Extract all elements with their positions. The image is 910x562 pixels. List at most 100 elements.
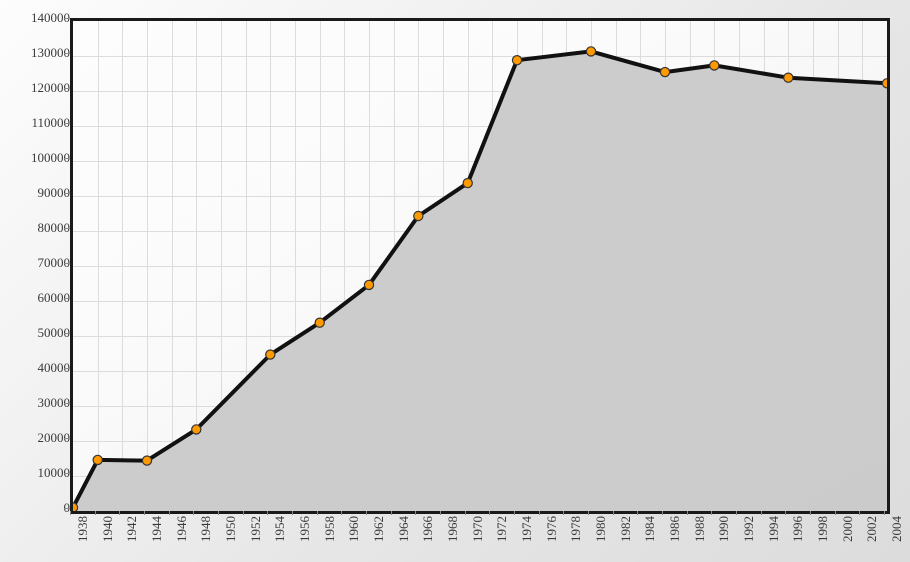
x-axis-tick-label: 2000 — [839, 516, 855, 542]
data-point-marker[interactable] — [265, 349, 276, 360]
x-axis-tick-label: 1996 — [790, 516, 806, 542]
x-axis-tick-label: 1956 — [297, 516, 312, 542]
gridline-horizontal — [73, 56, 887, 57]
y-axis-tick-label: 60000 — [37, 290, 71, 305]
x-axis-tick-label: 1968 — [445, 516, 460, 542]
x-axis-tick-label: 1970 — [469, 516, 485, 542]
gridline-vertical — [196, 21, 197, 511]
y-axis-tick-mark — [64, 368, 69, 369]
data-point-marker[interactable] — [462, 177, 473, 189]
gridline-vertical — [246, 21, 247, 511]
gridline-vertical — [172, 21, 173, 511]
y-axis-tick-mark — [64, 263, 69, 264]
data-point-marker[interactable] — [881, 78, 887, 89]
y-axis-tick-label: 20000 — [37, 430, 71, 445]
x-axis-tick-label: 1938 — [75, 516, 90, 542]
gridline-vertical — [270, 21, 271, 511]
y-axis-tick-label: 30000 — [37, 395, 71, 410]
plot-area — [70, 18, 890, 514]
x-axis-tick-label: 1994 — [765, 516, 781, 542]
data-series — [73, 46, 887, 511]
data-point-marker[interactable] — [659, 66, 671, 78]
x-axis-tick-label: 1960 — [346, 516, 362, 542]
y-axis-tick-mark — [64, 473, 69, 474]
x-axis-tick-label: 1950 — [223, 516, 238, 542]
y-axis-tick-mark — [64, 158, 69, 159]
x-axis-tick-label: 1954 — [272, 516, 288, 542]
data-point-marker[interactable] — [363, 279, 375, 291]
x-axis-tick-label: 1958 — [321, 516, 337, 542]
data-point-marker[interactable] — [709, 60, 720, 71]
gridline-vertical — [295, 21, 296, 511]
y-axis-tick-label: 50000 — [37, 325, 71, 340]
y-axis-tick-mark — [64, 123, 69, 124]
y-axis-tick-label: 140000 — [31, 10, 70, 25]
gridline-vertical — [98, 21, 99, 511]
gridline-vertical — [122, 21, 123, 511]
y-axis-tick-mark — [64, 438, 69, 439]
data-point-marker[interactable] — [413, 210, 424, 222]
y-axis-tick-mark — [64, 18, 69, 19]
y-axis-tick-mark — [64, 53, 69, 54]
y-axis-tick-label: 90000 — [37, 185, 71, 200]
data-point-marker[interactable] — [314, 317, 325, 328]
x-axis-tick-label: 2002 — [864, 516, 880, 542]
x-axis-tick-label: 2004 — [889, 516, 904, 542]
y-axis-tick-mark — [64, 298, 69, 299]
x-axis-tick-label: 1974 — [519, 516, 534, 542]
y-axis-tick-mark — [64, 508, 69, 509]
y-axis-tick-label: 80000 — [37, 220, 71, 235]
x-axis-tick-label: 1946 — [173, 516, 189, 542]
x-axis-tick-label: 1964 — [395, 516, 411, 542]
y-axis-tick-mark — [64, 228, 69, 229]
data-point-marker[interactable] — [191, 424, 202, 435]
x-axis-tick-label: 1976 — [543, 516, 559, 542]
x-axis-tick-label: 1980 — [593, 516, 608, 542]
gridline-vertical — [147, 21, 148, 511]
data-point-marker[interactable] — [92, 454, 103, 466]
x-axis-tick-label: 1998 — [815, 516, 830, 542]
y-axis-tick-label: 130000 — [31, 45, 70, 60]
y-axis-tick-label: 100000 — [31, 150, 70, 165]
x-axis-tick-label: 1982 — [617, 516, 633, 542]
y-axis: 0 10000 20000 30000 40000 50000 60000 70000 8000… — [0, 0, 70, 562]
x-axis-tick-label: 1940 — [99, 516, 115, 542]
y-axis-tick-mark — [64, 88, 69, 89]
gridline-vertical — [320, 21, 321, 511]
data-point-marker[interactable] — [141, 455, 153, 466]
gridline-horizontal — [73, 91, 887, 92]
x-axis-tick-label: 1984 — [642, 516, 658, 542]
gridline-vertical — [344, 21, 345, 511]
y-axis-tick-mark — [64, 403, 69, 404]
data-point-marker[interactable] — [585, 46, 597, 57]
plot-inner — [73, 21, 887, 511]
data-point-marker[interactable] — [783, 72, 794, 83]
x-axis-tick-label: 1962 — [371, 516, 386, 542]
x-axis-tick-label: 1990 — [716, 516, 732, 542]
x-axis-tick-label: 1942 — [124, 516, 140, 542]
x-axis-tick-label: 1944 — [149, 516, 164, 542]
x-axis-tick-label: 1966 — [420, 516, 436, 542]
x-axis-tick-label: 1992 — [741, 516, 756, 542]
x-axis-tick-label: 1986 — [667, 516, 682, 542]
y-axis-tick-mark — [64, 333, 69, 334]
x-axis-tick-label: 1952 — [247, 516, 263, 542]
y-axis-tick-label: 0 — [8, 501, 71, 514]
x-axis-tick-label: 1988 — [691, 516, 707, 542]
y-axis-tick-mark — [64, 193, 69, 194]
data-point-marker[interactable] — [511, 55, 523, 66]
y-axis-tick-label: 120000 — [31, 80, 70, 95]
gridline-vertical — [221, 21, 222, 511]
y-axis-tick-label: 110000 — [31, 115, 70, 130]
area-fill — [73, 51, 887, 511]
y-axis-tick-label: 10000 — [37, 465, 71, 480]
y-axis-tick-label: 40000 — [37, 360, 71, 375]
x-axis-tick-label: 1948 — [198, 516, 214, 542]
gridline-horizontal — [73, 126, 887, 127]
y-axis-tick-label: 70000 — [37, 255, 71, 270]
x-axis-tick-label: 1978 — [568, 516, 584, 542]
data-point-marker[interactable] — [73, 502, 79, 511]
x-axis-tick-label: 1972 — [494, 516, 510, 542]
data-point-markers — [73, 46, 887, 511]
